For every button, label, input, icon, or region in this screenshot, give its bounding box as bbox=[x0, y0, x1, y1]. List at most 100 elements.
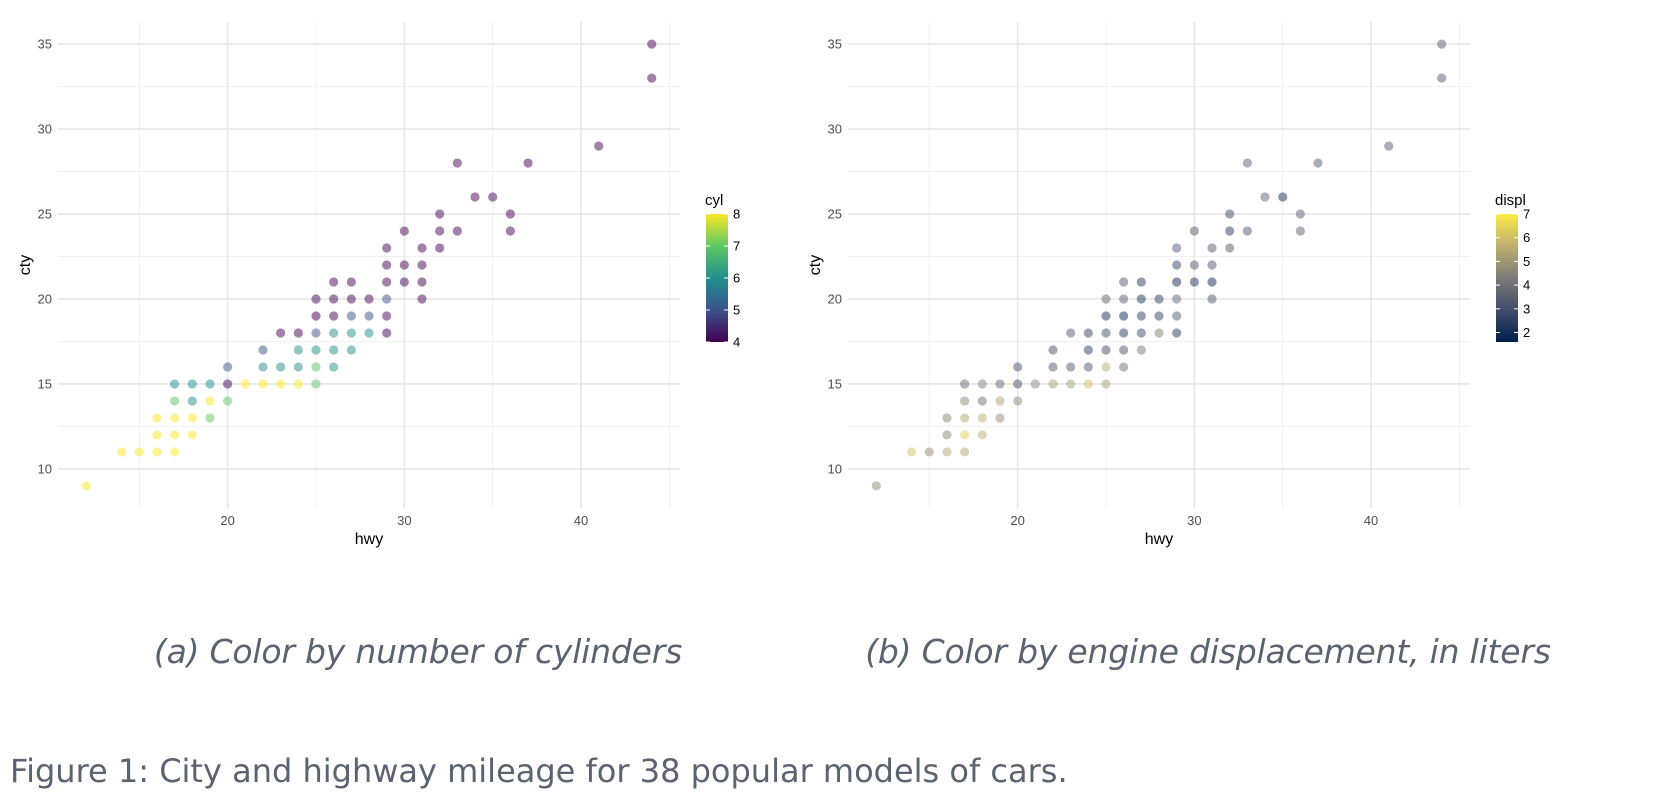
data-point bbox=[1189, 277, 1199, 287]
data-point bbox=[977, 430, 987, 440]
data-point bbox=[1101, 328, 1111, 338]
data-point bbox=[170, 430, 180, 440]
data-point bbox=[399, 260, 409, 270]
data-point bbox=[1119, 294, 1129, 304]
data-point bbox=[523, 158, 533, 168]
legend-title: displ bbox=[1495, 192, 1526, 209]
data-point bbox=[1437, 73, 1447, 83]
data-point bbox=[117, 447, 127, 457]
data-point bbox=[1136, 328, 1146, 338]
y-tick-label: 20 bbox=[828, 291, 842, 306]
data-point bbox=[1101, 311, 1111, 321]
data-point bbox=[1119, 311, 1129, 321]
data-point bbox=[382, 328, 392, 338]
data-point bbox=[382, 294, 392, 304]
legend-label: 6 bbox=[733, 271, 740, 286]
data-point bbox=[417, 260, 427, 270]
data-point bbox=[1172, 311, 1182, 321]
legend-colorbar bbox=[706, 214, 728, 342]
data-point bbox=[1083, 345, 1093, 355]
y-tick-label: 30 bbox=[38, 122, 52, 137]
chart-panel-cylinders: 20 30 40 10 15 20 25 30 35 hwy cty cyl 4 5 6 7 8 (a) Col… bbox=[0, 0, 836, 671]
data-point bbox=[223, 396, 233, 406]
data-point bbox=[152, 413, 162, 423]
y-tick-label: 25 bbox=[828, 207, 842, 222]
y-tick-label: 25 bbox=[38, 207, 52, 222]
data-point bbox=[1066, 362, 1076, 372]
data-point bbox=[1207, 277, 1217, 287]
data-point bbox=[995, 413, 1005, 423]
legend-label: 7 bbox=[1523, 207, 1530, 222]
data-point bbox=[346, 277, 356, 287]
data-point bbox=[1136, 277, 1146, 287]
data-point bbox=[1154, 328, 1164, 338]
data-point bbox=[170, 447, 180, 457]
data-point bbox=[187, 379, 197, 389]
data-point bbox=[647, 73, 657, 83]
data-point bbox=[452, 158, 462, 168]
data-point bbox=[1048, 345, 1058, 355]
data-point bbox=[329, 362, 339, 372]
data-point bbox=[1136, 311, 1146, 321]
data-point bbox=[1172, 243, 1182, 253]
data-point bbox=[152, 430, 162, 440]
data-point bbox=[1119, 345, 1129, 355]
data-point bbox=[329, 311, 339, 321]
data-point bbox=[1083, 328, 1093, 338]
data-point bbox=[1048, 379, 1058, 389]
y-tick-label: 20 bbox=[38, 291, 52, 306]
data-point bbox=[293, 328, 303, 338]
grid bbox=[58, 22, 680, 508]
data-point bbox=[871, 481, 881, 491]
data-point bbox=[382, 260, 392, 270]
data-point bbox=[346, 311, 356, 321]
legend-label: 2 bbox=[1523, 325, 1530, 340]
data-point bbox=[977, 413, 987, 423]
data-point bbox=[1437, 39, 1447, 49]
legend-label: 4 bbox=[733, 335, 740, 350]
legend-label: 3 bbox=[1523, 301, 1530, 316]
x-axis-title: hwy bbox=[355, 531, 383, 548]
data-point bbox=[258, 345, 268, 355]
data-point bbox=[1066, 379, 1076, 389]
data-point bbox=[346, 328, 356, 338]
data-point bbox=[223, 379, 233, 389]
data-point bbox=[1066, 328, 1076, 338]
y-axis-title: cty bbox=[17, 255, 34, 275]
data-point bbox=[977, 396, 987, 406]
data-point bbox=[1083, 379, 1093, 389]
data-point bbox=[187, 430, 197, 440]
data-point bbox=[1013, 396, 1023, 406]
data-point bbox=[152, 447, 162, 457]
legend-label: 7 bbox=[733, 239, 740, 254]
data-point bbox=[364, 311, 374, 321]
data-point bbox=[187, 413, 197, 423]
data-point bbox=[329, 294, 339, 304]
grid bbox=[848, 22, 1470, 508]
data-point bbox=[942, 447, 952, 457]
legend-title: cyl bbox=[705, 192, 723, 209]
data-point bbox=[942, 430, 952, 440]
data-point bbox=[293, 379, 303, 389]
data-point bbox=[258, 379, 268, 389]
legend-label: 5 bbox=[733, 303, 740, 318]
data-point bbox=[205, 413, 215, 423]
chart-panel-displacement: 20 30 40 10 15 20 25 30 35 hwy cty displ 2 3 4 5 6 7 (b) … bbox=[790, 0, 1626, 671]
data-point bbox=[960, 396, 970, 406]
data-point bbox=[311, 362, 321, 372]
x-axis-title: hwy bbox=[1145, 531, 1173, 548]
data-point bbox=[1260, 192, 1270, 202]
data-point bbox=[240, 379, 250, 389]
points bbox=[81, 39, 657, 491]
color-legend: displ 2 3 4 5 6 7 bbox=[1495, 192, 1530, 342]
data-point bbox=[134, 447, 144, 457]
data-point bbox=[364, 328, 374, 338]
x-tick-label: 20 bbox=[1010, 513, 1024, 528]
data-point bbox=[187, 396, 197, 406]
subfigure-caption-a: (a) Color by number of cylinders bbox=[153, 632, 683, 671]
data-point bbox=[1313, 158, 1323, 168]
data-point bbox=[399, 226, 409, 236]
data-point bbox=[435, 226, 445, 236]
x-tick-label: 40 bbox=[574, 513, 588, 528]
data-point bbox=[1172, 260, 1182, 270]
